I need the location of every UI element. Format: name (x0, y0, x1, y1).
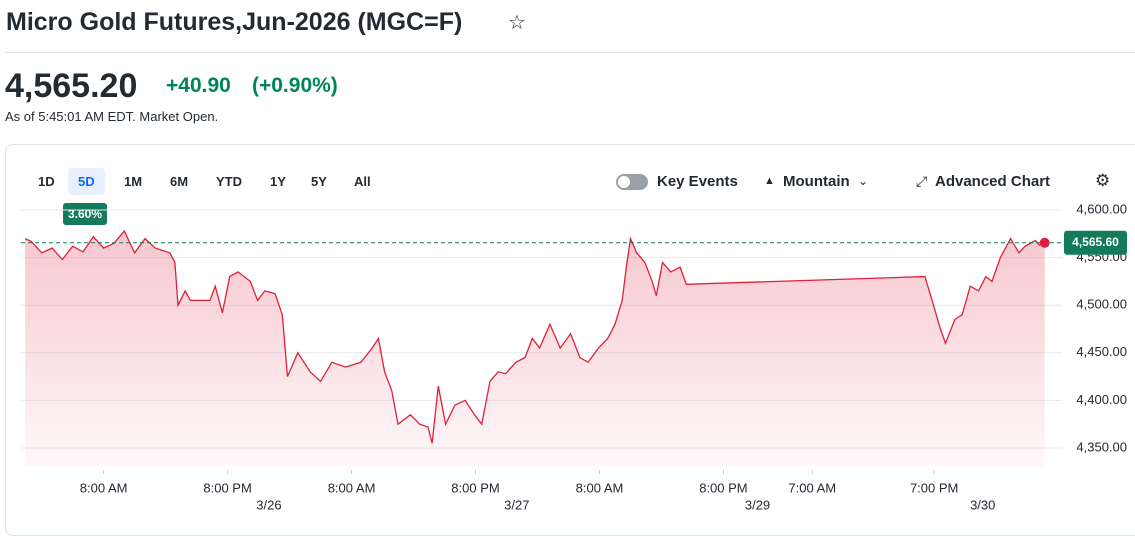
range-button[interactable]: 6M (170, 174, 189, 189)
mountain-icon: ▲ (764, 175, 775, 187)
change: +40.90 (166, 74, 231, 97)
y-tick-label: 4,450.00 (1076, 344, 1127, 359)
last-value-label: 4,565.60 (1072, 235, 1119, 249)
key-events[interactable]: Key Events (657, 173, 738, 190)
expand-icon: ⤢ (916, 173, 928, 189)
x-tick-label: 8:00 PM (203, 480, 251, 495)
y-tick-label: 4,600.00 (1076, 201, 1127, 216)
x-tick-label: 8:00 AM (576, 480, 624, 495)
x-tick-label: 8:00 PM (699, 480, 747, 495)
date-tick-label: 3/29 (745, 497, 770, 512)
x-tick-label: 8:00 AM (328, 480, 376, 495)
y-tick-label: 4,500.00 (1076, 297, 1127, 312)
change-percent: (+0.90%) (252, 74, 338, 97)
date-tick-label: 3/27 (504, 497, 529, 512)
range-button[interactable]: 1Y (270, 174, 286, 189)
line (24, 229, 1045, 444)
chart-style[interactable]: Mountain (783, 173, 850, 190)
last-point (1039, 237, 1050, 248)
dropdown-caret: ⌄ (858, 174, 869, 188)
settings-icon[interactable]: ⚙ (1095, 171, 1111, 190)
page: {"header": {"title": "Micro Gold Futures… (5, 8, 1135, 536)
divider (5, 52, 1135, 53)
x-tick-label: 8:00 PM (451, 480, 499, 495)
x-tick-label: 7:00 PM (910, 480, 958, 495)
range-button[interactable]: 5Y (311, 174, 327, 189)
range-button[interactable]: All (354, 174, 371, 189)
last-value-badge (1064, 230, 1127, 255)
range-button[interactable]: YTD (216, 174, 242, 189)
chart: 4,350.004,400.004,450.004,500.004,550.00… (21, 201, 1127, 512)
y-tick-label: 4,350.00 (1076, 439, 1127, 454)
advanced-chart[interactable]: Advanced Chart (935, 173, 1051, 190)
watchlist-star[interactable]: ☆ (508, 12, 526, 34)
area (25, 231, 1045, 467)
range-button[interactable]: 1M (124, 174, 143, 189)
key-events-toggle[interactable] (616, 174, 648, 190)
date-tick-label: 3/26 (256, 497, 281, 512)
as-of: As of 5:45:01 AM EDT. Market Open. (5, 109, 219, 124)
date-tick-label: 3/30 (970, 497, 995, 512)
price: 4,565.20 (5, 67, 138, 105)
title: Micro Gold Futures,Jun-2026 (MGC=F) (6, 8, 463, 36)
y-tick-label: 4,400.00 (1076, 392, 1127, 407)
range-button[interactable]: 1D (38, 174, 55, 189)
x-tick-label: 7:00 AM (788, 480, 836, 495)
x-tick-label: 8:00 AM (80, 480, 128, 495)
range-button[interactable]: 5D (68, 168, 105, 195)
